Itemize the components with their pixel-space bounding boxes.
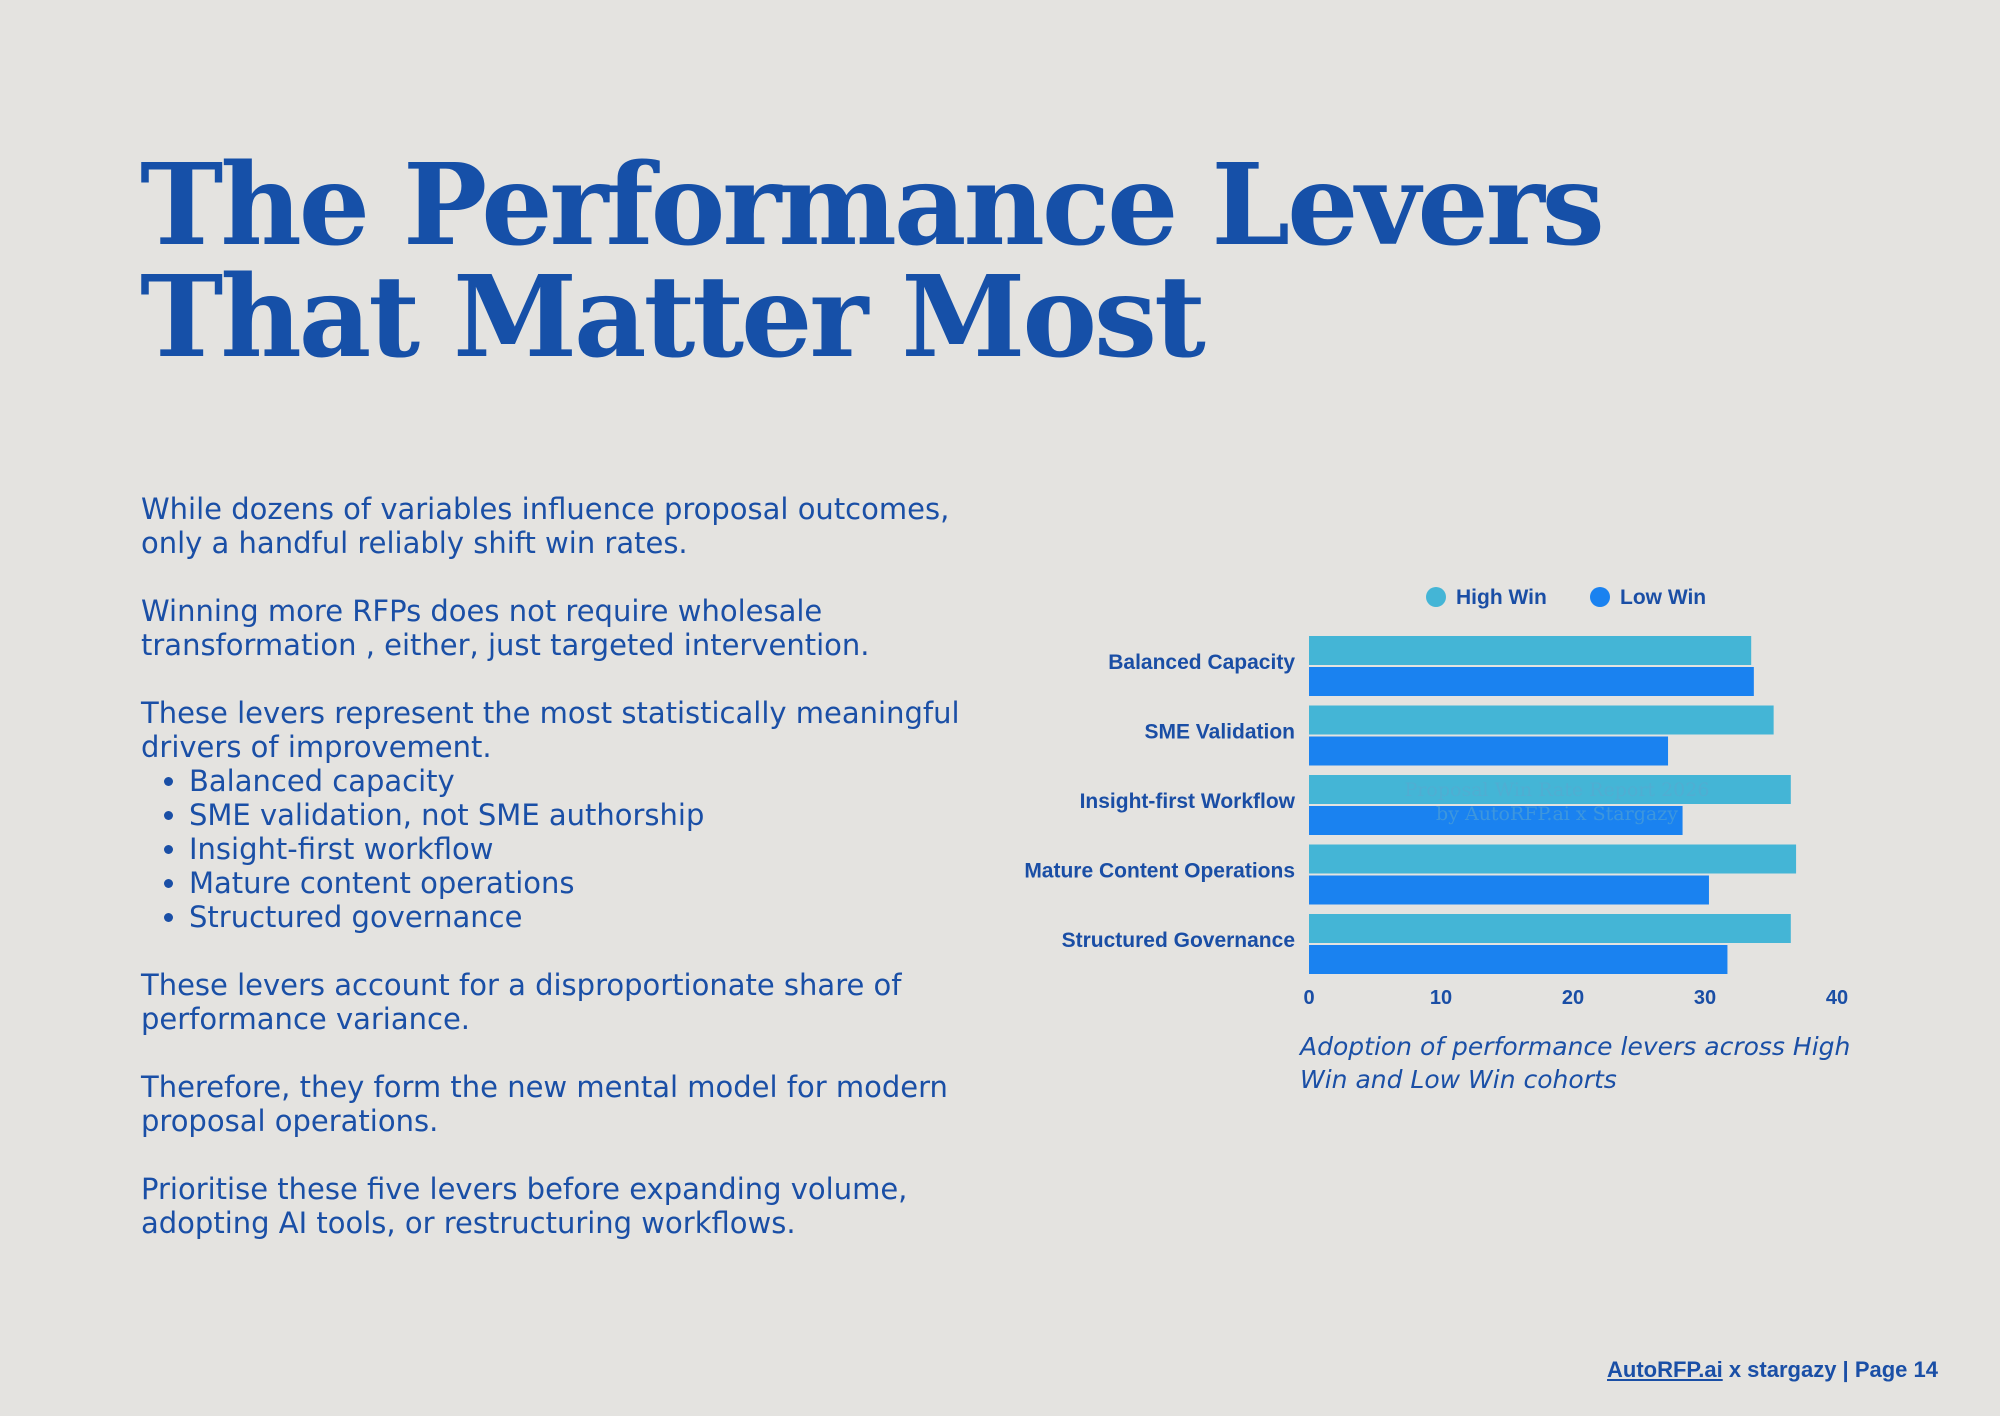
- list-item: Mature content operations: [189, 866, 991, 900]
- chart-watermark-text: by AutoRFP.ai x Stargazy: [1436, 803, 1678, 825]
- list-item: Balanced capacity: [189, 764, 991, 798]
- list-item: Insight-first workflow: [189, 832, 991, 866]
- legend-swatch: [1590, 587, 1610, 607]
- x-tick-label: 40: [1826, 987, 1848, 1009]
- page-title: The Performance Levers That Matter Most: [140, 140, 1605, 383]
- page-title-line-2: That Matter Most: [140, 252, 1206, 383]
- paragraph-mental-model: Therefore, they form the new mental mode…: [141, 1070, 948, 1138]
- x-tick-label: 0: [1303, 987, 1314, 1009]
- category-label: Mature Content Operations: [1024, 860, 1295, 883]
- page-title-line-1: The Performance Levers: [140, 140, 1605, 271]
- bar-high-win: [1309, 636, 1752, 665]
- bar-low-win: [1309, 806, 1683, 835]
- list-item: Structured governance: [189, 900, 991, 934]
- category-label: SME Validation: [1144, 721, 1295, 744]
- legend-label: Low Win: [1620, 586, 1706, 609]
- paragraph-rfps: Winning more RFPs does not require whole…: [141, 594, 870, 662]
- autorfp-link[interactable]: AutoRFP.ai: [1607, 1357, 1723, 1382]
- bar-low-win: [1309, 736, 1669, 766]
- chart-caption: Adoption of performance levers across Hi…: [1300, 1032, 1851, 1094]
- chart-watermark-text: Proposal Win Rate Report 2026: [1405, 779, 1710, 801]
- paragraph-prioritise: Prioritise these five levers before expa…: [141, 1172, 908, 1240]
- bar-low-win: [1309, 667, 1754, 696]
- list-item: SME validation, not SME authorship: [189, 798, 991, 832]
- bar-high-win: [1309, 705, 1774, 735]
- bar-low-win: [1309, 875, 1709, 905]
- legend-label: High Win: [1456, 586, 1547, 609]
- x-tick-label: 20: [1562, 987, 1584, 1009]
- bar-high-win: [1309, 775, 1791, 804]
- x-tick-label: 30: [1694, 987, 1716, 1009]
- paragraph-intro: While dozens of variables influence prop…: [141, 492, 950, 560]
- footer-text: x stargazy | Page 14: [1722, 1357, 1938, 1382]
- paragraph-variance: These levers account for a disproportion…: [141, 968, 902, 1036]
- bar-low-win: [1309, 945, 1728, 974]
- legend-swatch: [1426, 587, 1446, 607]
- x-tick-label: 10: [1430, 987, 1452, 1009]
- category-label: Structured Governance: [1062, 929, 1295, 952]
- category-label: Insight-first Workflow: [1080, 790, 1296, 813]
- lever-list: Balanced capacity SME validation, not SM…: [141, 764, 991, 934]
- bar-high-win: [1309, 914, 1791, 943]
- category-label: Balanced Capacity: [1108, 651, 1295, 674]
- body-text: While dozens of variables influence prop…: [141, 492, 991, 1274]
- paragraph-levers: These levers represent the most statisti…: [141, 696, 960, 764]
- page-footer: AutoRFP.ai x stargazy | Page 14: [1607, 1357, 1938, 1383]
- bar-high-win: [1309, 844, 1797, 874]
